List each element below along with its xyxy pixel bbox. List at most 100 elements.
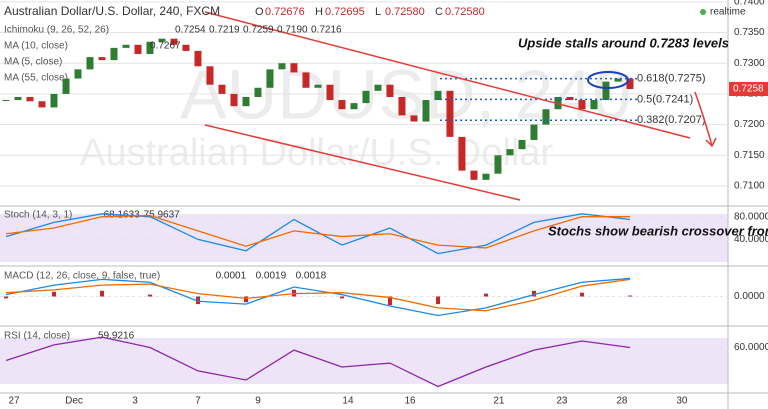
histogram-bar: [435, 296, 440, 305]
x-tick-label: 21: [493, 396, 505, 407]
candle: [566, 96, 574, 101]
indicator-line: [5, 336, 631, 388]
symbol-title: Australian Dollar/U.S. Dollar, 240, FXCM: [4, 4, 220, 18]
trend-lines: [204, 11, 717, 201]
indicator-name: MA (10, close): [4, 41, 68, 52]
fib-label: 0.618(0.7275): [637, 72, 706, 84]
candle: [590, 100, 598, 110]
candle: [170, 38, 178, 45]
y-tick-label: 0.0000: [734, 291, 765, 302]
x-tick-label: 9: [255, 396, 261, 407]
stoch-band: [0, 214, 728, 262]
fib-label: 0.5(0.7241): [637, 93, 693, 105]
annotation: Stochs show bearish crossover from o/b l…: [548, 223, 768, 238]
ohlc-label: H: [315, 6, 323, 18]
candle: [158, 38, 166, 42]
ohlc-label: L: [375, 6, 381, 18]
x-tick-label: 16: [404, 396, 416, 407]
histogram-bar: [627, 295, 632, 297]
x-tick-label: Dec: [65, 396, 83, 407]
ohlc-label: C: [435, 6, 443, 18]
histogram-bar: [3, 296, 8, 299]
arrow: [694, 91, 713, 147]
candle: [338, 100, 346, 110]
candle: [134, 44, 142, 55]
x-tick-label: 23: [556, 396, 568, 407]
indicator-name: MA (55, close): [4, 73, 68, 84]
candle: [266, 69, 274, 88]
pane-value: 0.0018: [296, 271, 327, 282]
x-tick-label: 30: [676, 396, 688, 407]
trend-line: [204, 124, 521, 201]
candle: [74, 69, 82, 79]
candle: [506, 149, 514, 156]
candle: [602, 81, 610, 101]
highlight-ellipse: [587, 71, 629, 89]
histogram-bar: [483, 293, 488, 297]
y-tick-label: 0.7350: [734, 27, 765, 38]
y-tick-label: 60.0000: [734, 342, 768, 353]
watermark: AUDUSD, 240: [180, 55, 631, 133]
candle: [578, 100, 586, 110]
candle: [470, 170, 478, 180]
histogram-bar: [243, 296, 248, 303]
ohlc-value: 0.72580: [445, 6, 485, 18]
x-tick-label: 14: [342, 396, 354, 407]
indicator-line: [5, 213, 631, 255]
status-dot: [700, 9, 706, 15]
price-tag-label: 0.7258: [733, 84, 764, 95]
indicator-line: [5, 214, 630, 249]
indicator-value: 0.7259: [243, 25, 274, 36]
rsi-band: [0, 338, 728, 384]
candle: [458, 136, 466, 171]
candle: [422, 100, 430, 122]
candle: [110, 47, 118, 61]
x-tick-label: 7: [195, 396, 201, 407]
candle: [230, 93, 238, 107]
candle: [542, 109, 550, 125]
candle: [50, 93, 58, 108]
histogram-bar: [99, 290, 104, 297]
candle: [446, 90, 454, 137]
candle: [146, 41, 154, 55]
x-tick-label: 27: [8, 396, 20, 407]
candle: [62, 78, 70, 94]
candle: [410, 115, 418, 122]
indicator-value: 0.7190: [277, 25, 308, 36]
candle: [530, 124, 538, 140]
candle: [434, 90, 442, 101]
histogram-bar: [195, 296, 200, 305]
trend-line: [204, 11, 691, 139]
indicator-value: 0.7216: [311, 25, 342, 36]
candle: [194, 50, 202, 67]
histogram-bar: [147, 294, 152, 297]
indicator-value: 0.7267: [150, 41, 181, 52]
candle: [218, 84, 226, 94]
candle: [494, 155, 502, 174]
candle: [374, 84, 382, 91]
candle: [314, 84, 322, 88]
candle: [2, 100, 10, 102]
y-tick-label: 0.7150: [734, 150, 765, 161]
histogram-bar: [579, 292, 584, 297]
candle: [626, 78, 634, 89]
candle: [482, 173, 490, 180]
indicator-name: Ichimoku (9, 26, 52, 26): [4, 25, 109, 36]
pane-title: RSI (14, close): [4, 331, 70, 342]
pane-value: 0.0019: [256, 271, 287, 282]
candle: [386, 84, 394, 97]
arrow-head: [705, 137, 717, 148]
y-tick-label: 80.0000: [734, 211, 768, 222]
indicator-name: MA (5, close): [4, 57, 62, 68]
annotation: Upside stalls around 0.7283 levels: [518, 35, 729, 50]
y-tick-label: 0.7300: [734, 58, 765, 69]
candle: [518, 139, 526, 150]
pane-value: 75.9637: [144, 210, 181, 221]
candle: [98, 57, 106, 61]
status: realtime: [710, 7, 746, 18]
candle: [614, 78, 622, 82]
candle: [254, 87, 262, 97]
